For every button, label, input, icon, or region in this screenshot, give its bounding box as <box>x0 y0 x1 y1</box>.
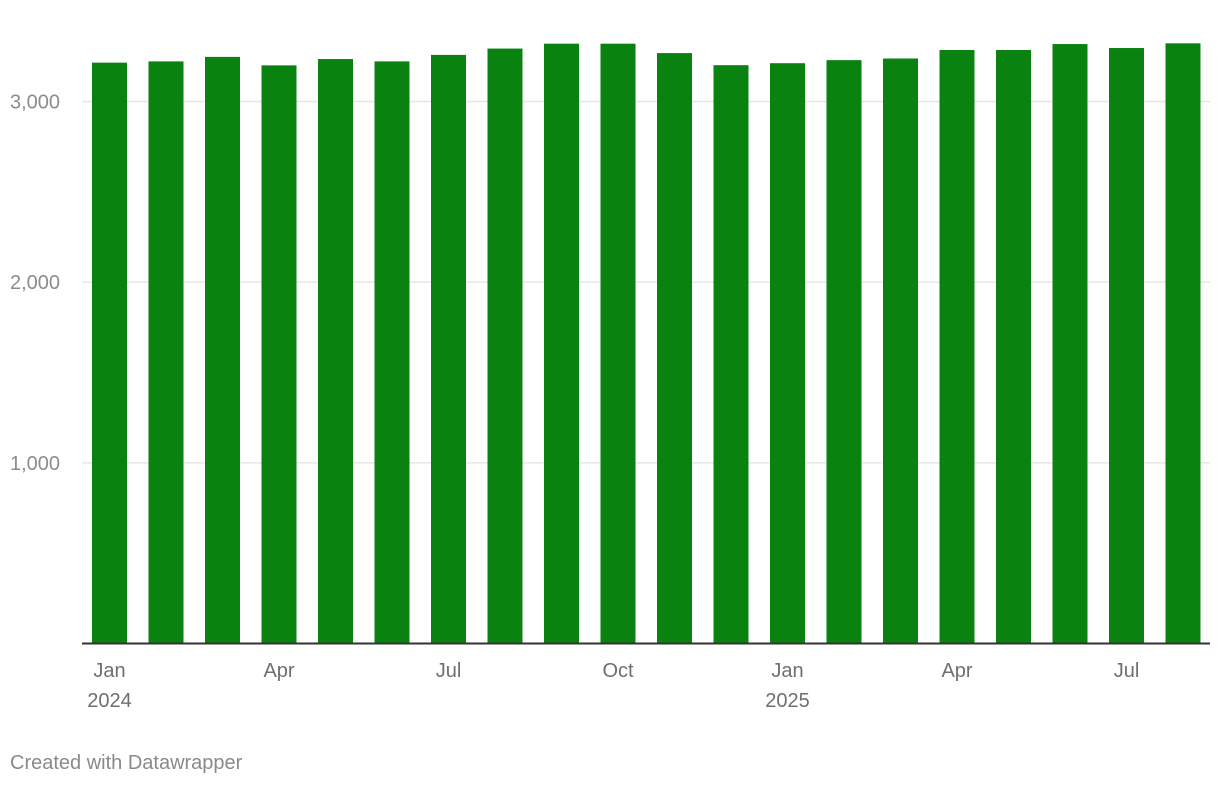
x-tick-label: Apr <box>263 660 294 682</box>
y-tick-label: 2,000 <box>10 272 60 294</box>
bar[interactable] <box>1052 44 1088 644</box>
x-tick-label: Jul <box>436 660 462 682</box>
bar[interactable] <box>431 54 466 644</box>
bars <box>92 43 1201 644</box>
bar[interactable] <box>939 50 975 644</box>
bar[interactable] <box>600 43 636 644</box>
x-tick-year-label: 2025 <box>765 690 810 712</box>
x-axis-ticks: Jan 2024 Apr Jul Oct Jan 2025 Apr Jul <box>87 660 1139 712</box>
bar[interactable] <box>205 56 240 644</box>
x-tick-label: Jul <box>1114 660 1140 682</box>
footer-credit[interactable]: Created with Datawrapper <box>10 752 243 774</box>
bar[interactable] <box>92 62 127 644</box>
x-tick-label: Jan <box>93 660 125 682</box>
bar[interactable] <box>487 48 523 644</box>
y-tick-label: 1,000 <box>10 453 60 475</box>
bar[interactable] <box>1165 43 1201 644</box>
bar[interactable] <box>996 50 1031 644</box>
gridlines <box>82 100 1210 464</box>
bar[interactable] <box>261 65 297 644</box>
x-tick-label: Oct <box>602 660 634 682</box>
bar[interactable] <box>770 63 805 644</box>
y-axis-ticks: 1,000 2,000 3,000 <box>10 92 60 475</box>
bar[interactable] <box>374 61 410 644</box>
bar[interactable] <box>657 53 692 644</box>
bar[interactable] <box>148 61 184 644</box>
bar-chart: 1,000 2,000 3,000 Jan 2024 Apr Jul Oct Jan 2025 A… <box>10 43 1210 712</box>
bar[interactable] <box>318 59 353 644</box>
y-tick-label: 3,000 <box>10 92 60 114</box>
bar[interactable] <box>544 43 579 644</box>
x-tick-year-label: 2024 <box>87 690 132 712</box>
x-tick-label: Apr <box>941 660 972 682</box>
bar[interactable] <box>713 65 749 644</box>
bar[interactable] <box>883 58 918 644</box>
x-tick-label: Jan <box>771 660 803 682</box>
bar[interactable] <box>1109 48 1144 644</box>
bar[interactable] <box>826 60 862 644</box>
